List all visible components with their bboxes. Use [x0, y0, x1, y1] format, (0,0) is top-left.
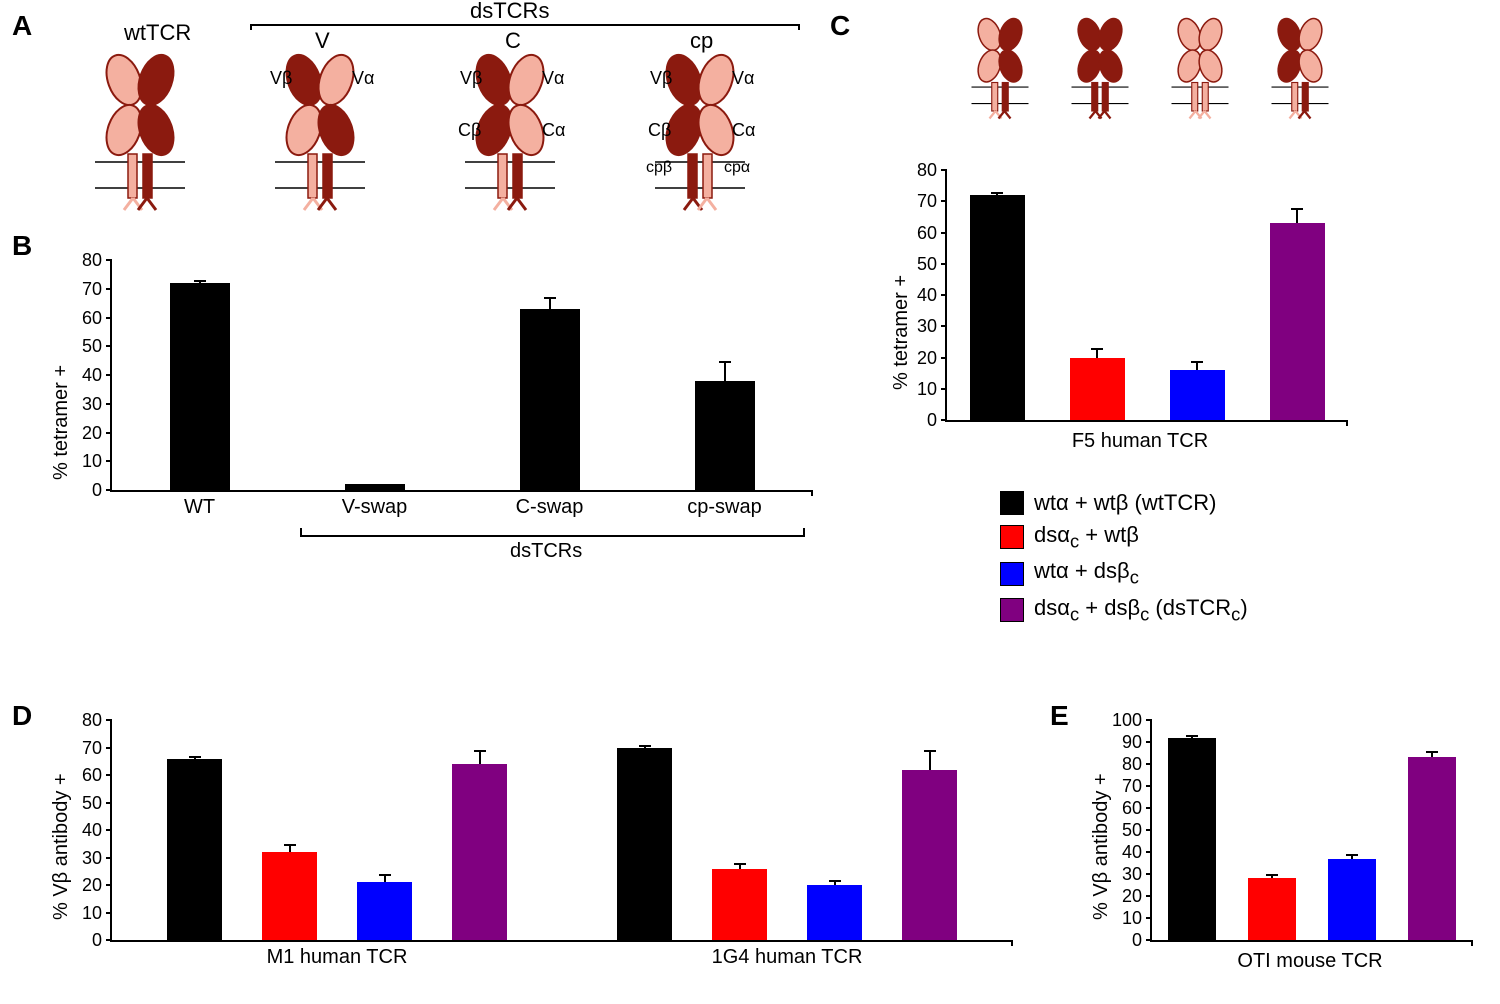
- bar: [1070, 358, 1125, 421]
- bar: [712, 869, 767, 941]
- bar: [695, 381, 755, 490]
- legend-item: dsαc + dsβc (dsTCRc): [1000, 595, 1248, 625]
- category-label: V-swap: [287, 496, 462, 519]
- panel-label-d: D: [12, 700, 32, 732]
- svg-text:Cα: Cα: [732, 120, 755, 140]
- bar: [807, 885, 862, 940]
- legend-swatch: [1000, 562, 1024, 586]
- legend-label: wtα + wtβ (wtTCR): [1034, 490, 1216, 516]
- legend-label: dsαc + dsβc (dsTCRc): [1034, 595, 1248, 625]
- bar: [262, 852, 317, 940]
- bar: [520, 309, 580, 490]
- legend-item: wtα + wtβ (wtTCR): [1000, 490, 1248, 516]
- chart-b-plot: 01020304050607080WTV-swapC-swapcp-swap: [110, 260, 812, 492]
- panel-label-a: A: [12, 10, 32, 42]
- bar: [1248, 878, 1296, 940]
- ds-header: dsTCRs: [470, 0, 549, 24]
- svg-text:Vβ: Vβ: [270, 68, 292, 88]
- bar: [617, 748, 672, 941]
- category-label: cp-swap: [637, 496, 812, 519]
- svg-text:Vβ: Vβ: [650, 68, 672, 88]
- legend-label: wtα + dsβc: [1034, 558, 1139, 588]
- svg-text:Vβ: Vβ: [460, 68, 482, 88]
- chart-d: % Vβ antibody + 01020304050607080M1 huma…: [40, 710, 1040, 990]
- svg-text:cpβ: cpβ: [646, 159, 672, 176]
- bar: [970, 195, 1025, 420]
- bar: [1408, 757, 1456, 940]
- bar: [1170, 370, 1225, 420]
- svg-text:cpα: cpα: [724, 159, 750, 176]
- chart-c-xlabel: F5 human TCR: [1030, 430, 1250, 453]
- bar: [902, 770, 957, 941]
- legend-label: dsαc + wtβ: [1034, 522, 1139, 552]
- figure: A B C D E wtTCR dsTCRs V C cp: [0, 0, 1500, 1004]
- panel-label-e: E: [1050, 700, 1069, 732]
- panel-label-b: B: [12, 230, 32, 262]
- chart-e-plot: 0102030405060708090100: [1150, 720, 1472, 942]
- svg-text:Vα: Vα: [732, 68, 754, 88]
- category-label: WT: [112, 496, 287, 519]
- bar: [167, 759, 222, 941]
- chart-b-sublabel: dsTCRs: [510, 540, 582, 563]
- legend-swatch: [1000, 491, 1024, 515]
- legend-swatch: [1000, 525, 1024, 549]
- panel-label-c: C: [830, 10, 850, 42]
- legend-item: dsαc + wtβ: [1000, 522, 1248, 552]
- legend: wtα + wtβ (wtTCR) dsαc + wtβ wtα + dsβc dsα…: [1000, 490, 1248, 631]
- tcr-schematics: Vβ Vα Vβ Vα Cβ Cα: [80, 50, 820, 230]
- bar: [345, 484, 405, 490]
- chart-b: % tetramer + 01020304050607080WTV-swapC-…: [40, 250, 820, 570]
- bar: [357, 882, 412, 940]
- wt-label: wtTCR: [124, 20, 191, 46]
- panel-c-icons: [950, 15, 1350, 150]
- svg-text:Cα: Cα: [542, 120, 565, 140]
- group-label: M1 human TCR: [112, 946, 562, 969]
- chart-c-plot: 01020304050607080: [945, 170, 1347, 422]
- svg-text:Cβ: Cβ: [458, 120, 481, 140]
- svg-text:Vα: Vα: [542, 68, 564, 88]
- chart-d-plot: 01020304050607080M1 human TCR1G4 human T…: [110, 720, 1012, 942]
- svg-text:Vα: Vα: [352, 68, 374, 88]
- bar: [452, 764, 507, 940]
- legend-swatch: [1000, 598, 1024, 622]
- group-label: 1G4 human TCR: [562, 946, 1012, 969]
- bar: [170, 283, 230, 490]
- legend-item: wtα + dsβc: [1000, 558, 1248, 588]
- chart-c: % tetramer + 01020304050607080 F5 human …: [880, 160, 1380, 480]
- chart-e: % Vβ antibody + 0102030405060708090100 O…: [1080, 710, 1490, 990]
- category-label: C-swap: [462, 496, 637, 519]
- bar: [1168, 738, 1216, 940]
- svg-text:Cβ: Cβ: [648, 120, 671, 140]
- bar: [1270, 223, 1325, 420]
- chart-e-xlabel: OTI mouse TCR: [1190, 950, 1430, 973]
- bar: [1328, 859, 1376, 940]
